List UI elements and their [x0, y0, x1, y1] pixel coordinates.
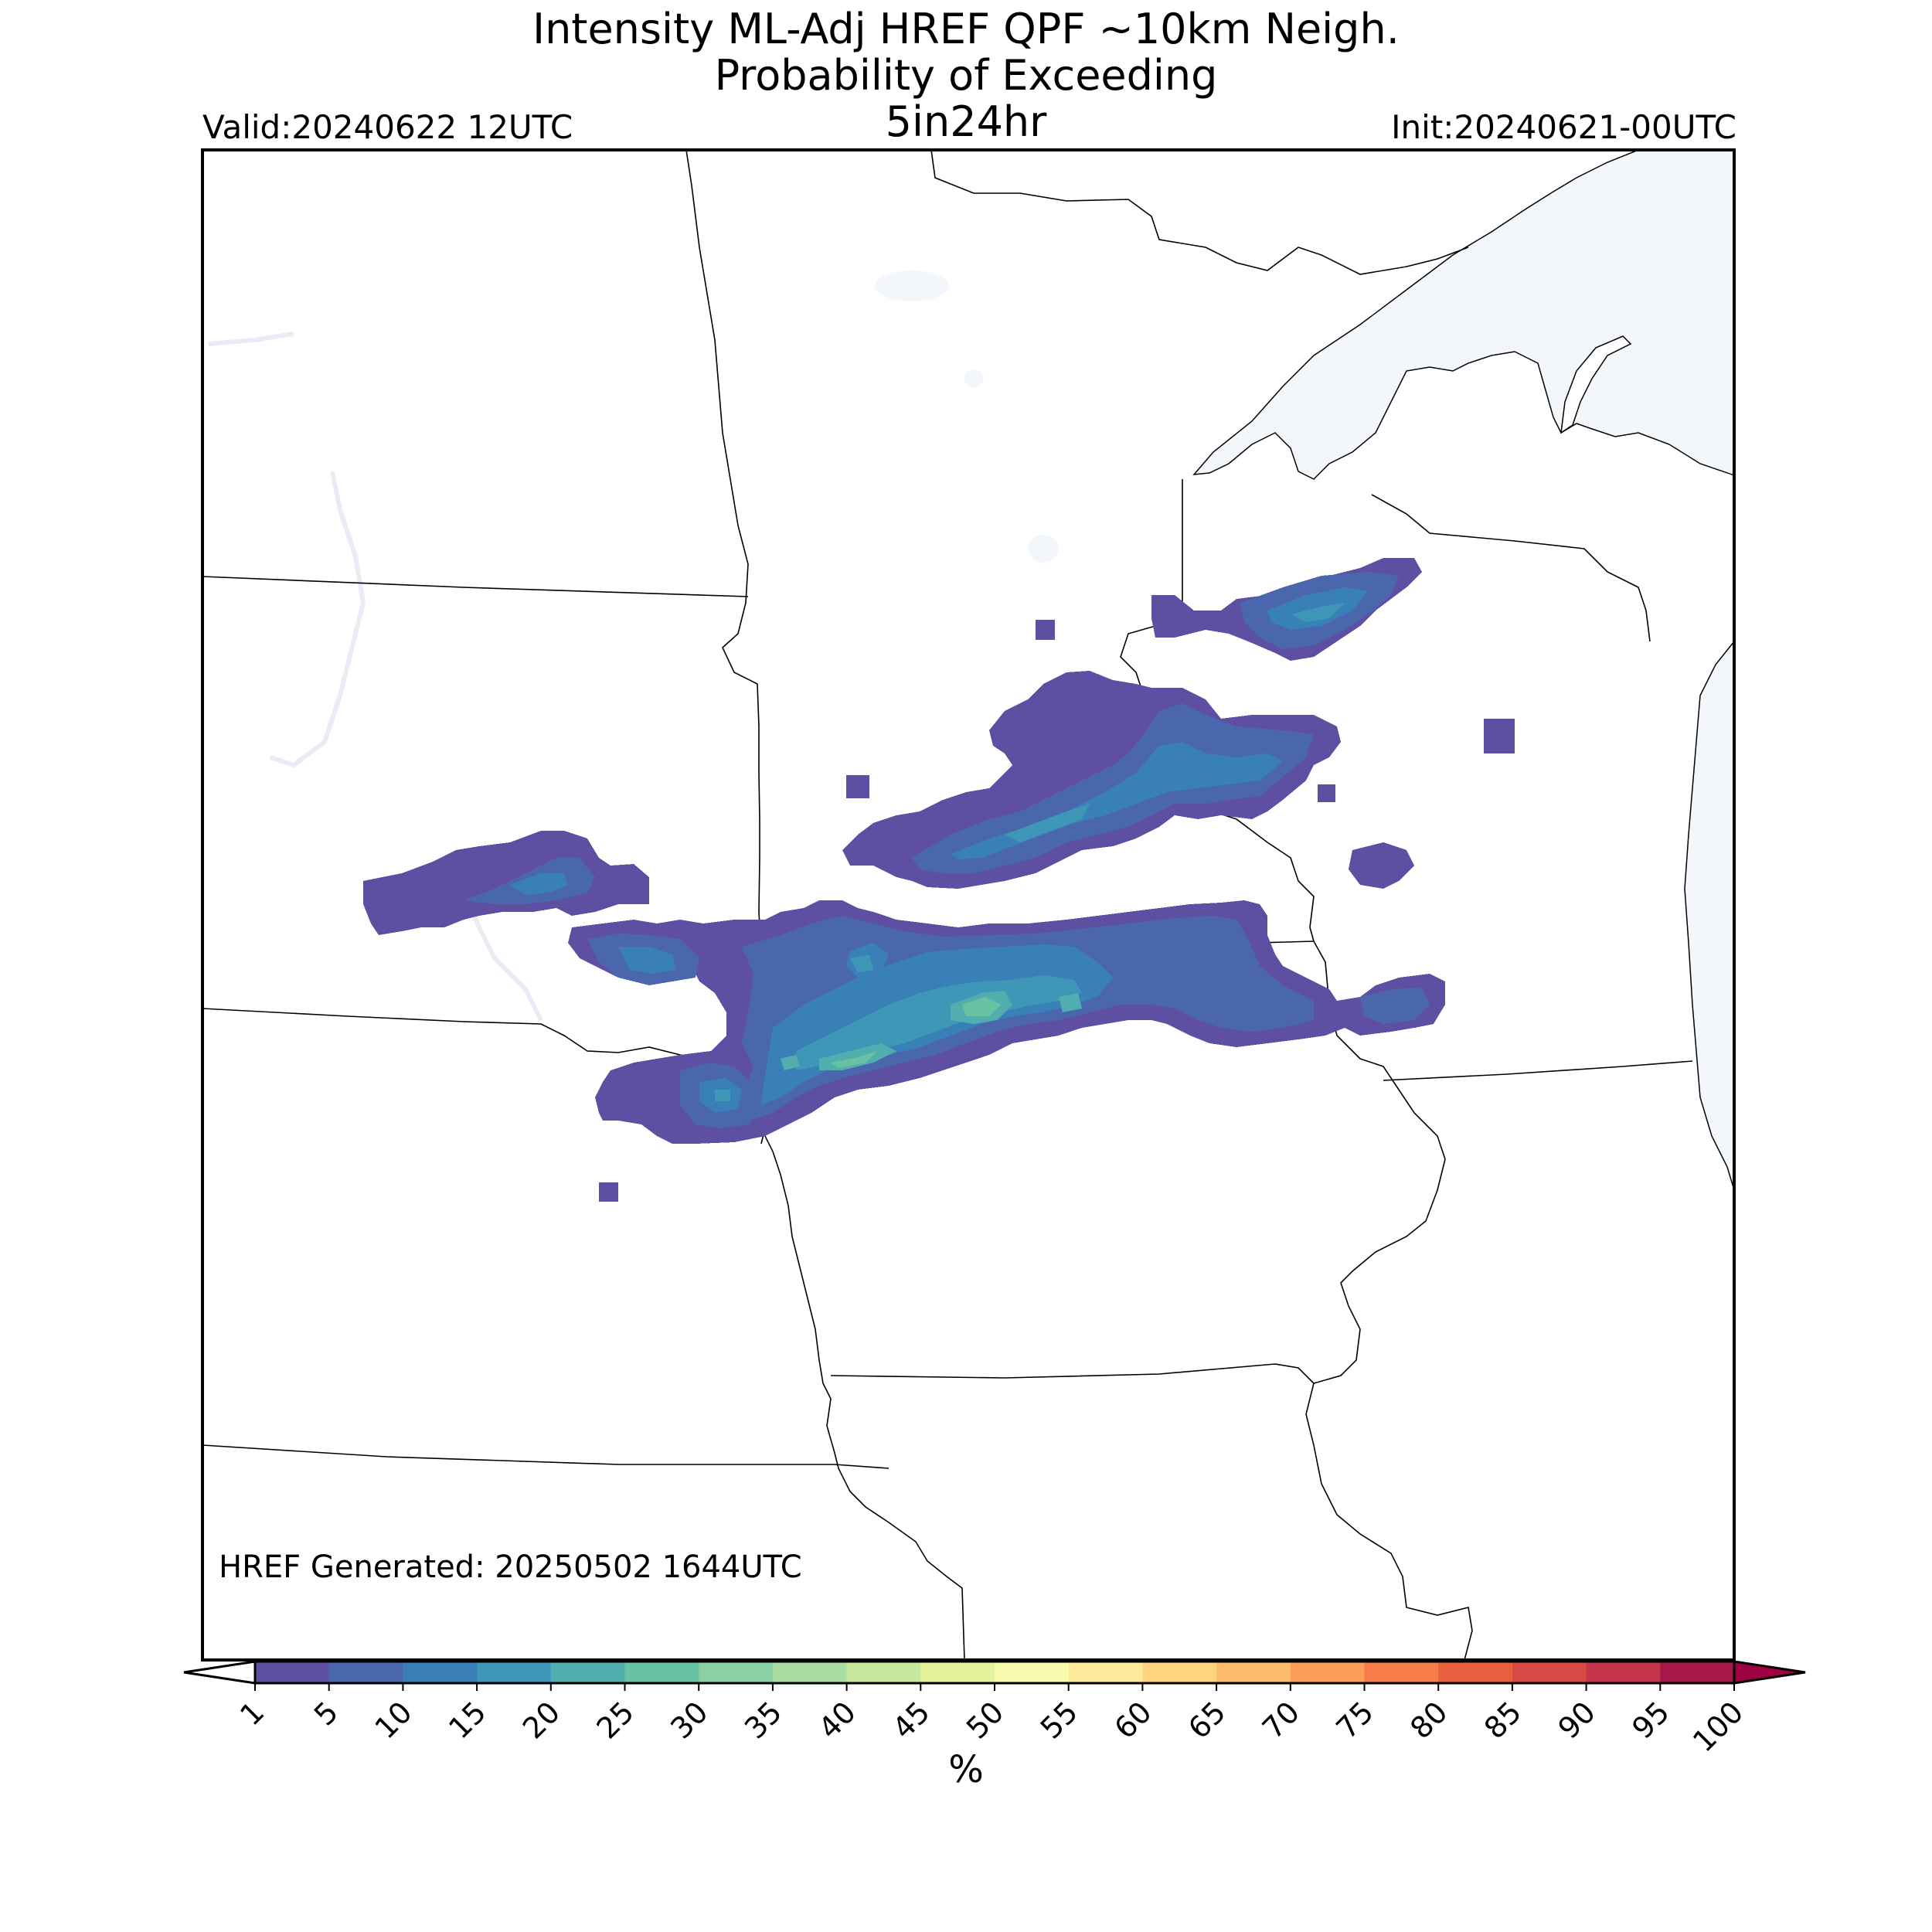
colorbar-tick-label: 10 — [368, 1695, 418, 1745]
colorbar-segment — [1512, 1662, 1587, 1683]
colorbar-tick-label: 65 — [1182, 1695, 1232, 1745]
prob-area-spot-1 — [1484, 719, 1515, 753]
colorbar-tick-label: 55 — [1034, 1695, 1084, 1745]
colorbar-segment — [403, 1662, 478, 1683]
colorbar-tick-label: 20 — [516, 1695, 566, 1745]
prob-area-spot-4 — [846, 775, 869, 798]
lake-michigan — [1684, 640, 1734, 1191]
colorbar-tick-label: 80 — [1403, 1695, 1454, 1745]
colorbar-tick-label: 95 — [1625, 1695, 1675, 1745]
red-lake — [875, 270, 949, 301]
colorbar-segment — [550, 1662, 625, 1683]
title-line-3: 5in24hr — [885, 97, 1047, 146]
colorbar-extend-high — [1733, 1660, 1806, 1685]
colorbar-tick-label: 15 — [442, 1695, 492, 1745]
colorbar-tick-label: 90 — [1552, 1695, 1602, 1745]
colorbar-tick-label: 70 — [1256, 1695, 1306, 1745]
colorbar-unit-label: % — [948, 1748, 984, 1791]
colorbar-segment — [920, 1662, 995, 1683]
colorbar-tick-label: 50 — [960, 1695, 1010, 1745]
init-time-label: Init:20240621-00UTC — [1391, 108, 1736, 146]
colorbar-segment — [1290, 1662, 1365, 1683]
colorbar-segment — [846, 1662, 921, 1683]
colorbar-segment — [1438, 1662, 1513, 1683]
title-line-1: Intensity ML-Adj HREF QPF ~10km Neigh. — [532, 5, 1400, 53]
colorbar-segment — [1364, 1662, 1439, 1683]
colorbar-segment — [772, 1662, 848, 1683]
colorbar-tick-label: 25 — [590, 1695, 641, 1745]
prob-area-spot-6 — [599, 1182, 618, 1202]
colorbar-segment — [995, 1662, 1070, 1683]
colorbar-tick-label: 75 — [1330, 1695, 1380, 1745]
prob-area-spot-5 — [1318, 784, 1335, 802]
prob-area-spot-2 — [1349, 842, 1414, 889]
keweenaw-peninsula — [1560, 335, 1632, 434]
colorbar-segment — [624, 1662, 699, 1683]
valid-time-label: Valid:20240622 12UTC — [202, 108, 573, 146]
colorbar-segment — [477, 1662, 552, 1683]
colorbar-extend-low — [183, 1660, 257, 1685]
colorbar-segment — [1660, 1662, 1735, 1683]
colorbar-segment — [699, 1662, 774, 1683]
colorbar-tick-label: 5 — [308, 1695, 345, 1732]
mille-lacs — [1028, 535, 1059, 563]
colorbar-tick-label: 1 — [233, 1695, 270, 1732]
colorbar-segment — [1586, 1662, 1661, 1683]
colorbar-tick-label: 30 — [664, 1695, 714, 1745]
colorbar-tick-label: 85 — [1478, 1695, 1528, 1745]
colorbar-segment — [1068, 1662, 1143, 1683]
colorbar-segment — [255, 1662, 330, 1683]
map-frame — [201, 148, 1736, 1662]
colorbar-tick-label: 60 — [1107, 1695, 1158, 1745]
colorbar-tick-label: 40 — [812, 1695, 862, 1745]
generated-timestamp: HREF Generated: 20250502 1644UTC — [219, 1549, 802, 1585]
probability-field — [363, 558, 1515, 1202]
colorbar-tick-label: 45 — [886, 1695, 936, 1745]
lake-of-woods — [964, 369, 983, 388]
prob-area-spot-3 — [1036, 620, 1055, 640]
colorbar-segment — [328, 1662, 403, 1683]
colorbar-segment — [1216, 1662, 1291, 1683]
colorbar-segment — [1142, 1662, 1217, 1683]
colorbar-tick-label: 35 — [738, 1695, 788, 1745]
title-line-2: Probability of Exceeding — [714, 51, 1218, 100]
